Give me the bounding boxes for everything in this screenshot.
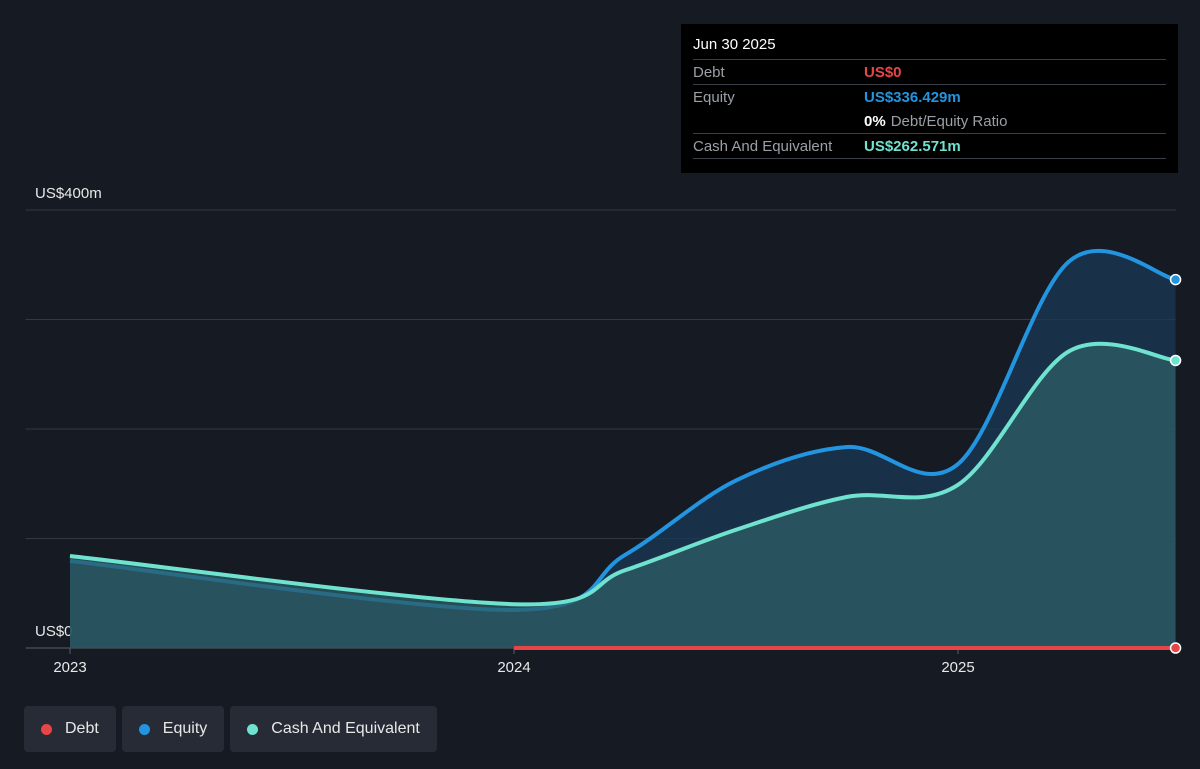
tooltip-row: Cash And Equivalent US$262.571m <box>693 133 1166 159</box>
y-tick-label: US$0 <box>35 623 73 640</box>
end-point <box>1169 273 1182 286</box>
legend-swatch <box>247 723 259 735</box>
label: Cash And Equivalent <box>693 137 833 155</box>
value: US$0 <box>864 63 902 81</box>
legend-label: Cash And Equivalent <box>271 720 420 737</box>
label: Debt/Equity Ratio <box>890 112 1008 130</box>
end-point <box>1169 354 1182 367</box>
tooltip-row: 0% Debt/Equity Ratio <box>693 109 1166 133</box>
tooltip-date: Jun 30 2025 <box>693 36 776 53</box>
tooltip-row: Equity US$336.429m <box>693 84 1166 109</box>
tooltip-row: Debt US$0 <box>693 59 1166 84</box>
legend-item[interactable]: Cash And Equivalent <box>230 706 437 752</box>
chart: US$0 US$400m 2023 2024 2025 <box>25 185 1182 676</box>
legend-item[interactable]: Debt <box>24 706 116 752</box>
legend-swatch <box>41 723 52 735</box>
value: US$262.571m <box>864 137 961 155</box>
value: US$336.429m <box>864 88 961 106</box>
x-tick-label: 2024 <box>497 659 530 676</box>
legend-label: Debt <box>65 720 99 737</box>
legend-item[interactable]: Equity <box>121 706 225 752</box>
label: Debt <box>693 63 725 81</box>
y-tick-label: US$400m <box>35 185 102 202</box>
legend-swatch <box>138 723 150 735</box>
legend: Debt Equity Cash And Equivalent <box>24 706 437 752</box>
value: 0% <box>864 112 886 130</box>
x-tick-label: 2025 <box>941 659 974 676</box>
legend-label: Equity <box>162 720 208 737</box>
line <box>69 341 1176 607</box>
tooltip: Jun 30 2025 Debt US$0 Equity US$336.429m 0… <box>681 24 1178 173</box>
label: Equity <box>693 88 735 106</box>
end-point <box>1169 642 1182 654</box>
area <box>70 343 1176 648</box>
x-tick-label: 2023 <box>53 659 86 676</box>
